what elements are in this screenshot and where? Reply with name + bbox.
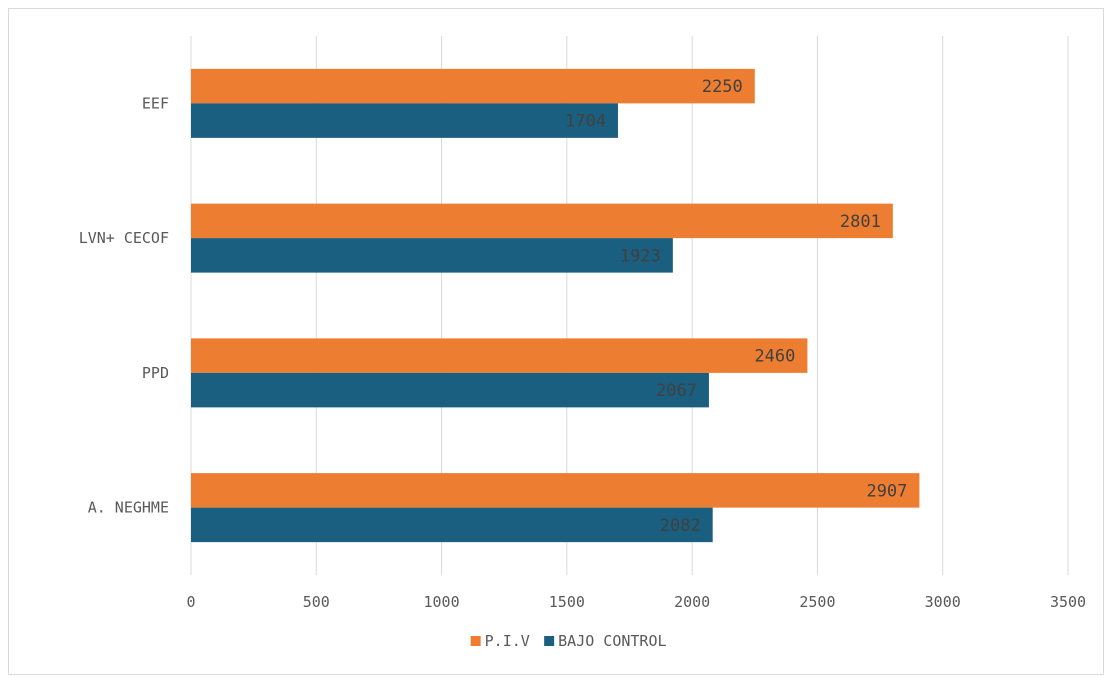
bar-chart: 2250 1704 2801 1923 2460 2067 2907 2082 EEF LVN+…: [79, 36, 1086, 650]
category-labels: EEF LVN+ CECOF PPD A. NEGHME: [79, 94, 169, 516]
data-label: 2907: [866, 481, 907, 501]
legend: P.I.V BAJO CONTROL: [470, 632, 667, 650]
x-axis-tick-labels: 0 500 1000 1500 2000 2500 3000 3500: [186, 593, 1086, 611]
data-label: 2082: [660, 516, 701, 536]
x-tick-label: 0: [186, 593, 195, 611]
x-tick-label: 500: [303, 593, 330, 611]
legend-label: P.I.V: [485, 632, 530, 650]
bar-lvn-cecof-bajo-control: [191, 238, 673, 273]
data-label: 1704: [565, 112, 606, 132]
data-label: 2250: [702, 77, 743, 97]
bar-ppd-bajo-control: [191, 372, 709, 408]
bar-ppd-p-i-v: [191, 338, 808, 373]
bar-a-neghme-bajo-control: [191, 507, 713, 543]
legend-swatch: [470, 636, 481, 646]
category-label: PPD: [142, 364, 169, 382]
bar-lvn-cecof-p-i-v: [191, 203, 893, 239]
category-label: LVN+ CECOF: [79, 229, 169, 247]
x-tick-label: 1000: [424, 593, 460, 611]
bar-a-neghme-p-i-v: [191, 473, 920, 508]
data-labels: 2250 1704 2801 1923 2460 2067 2907 2082: [565, 77, 907, 536]
data-label: 2801: [840, 212, 881, 232]
chart-frame: 2250 1704 2801 1923 2460 2067 2907 2082 EEF LVN+…: [8, 8, 1104, 675]
data-label: 2460: [754, 347, 795, 367]
x-tick-label: 3000: [925, 593, 961, 611]
x-tick-label: 3500: [1050, 593, 1086, 611]
category-label: EEF: [142, 94, 169, 112]
bar-eef-p-i-v: [191, 68, 755, 104]
data-label: 2067: [656, 381, 697, 401]
data-label: 1923: [620, 246, 661, 266]
bars: [191, 68, 920, 543]
legend-label: BAJO CONTROL: [558, 632, 666, 650]
bar-eef-bajo-control: [191, 103, 618, 138]
category-label: A. NEGHME: [88, 499, 169, 517]
x-tick-label: 2500: [799, 593, 835, 611]
x-tick-label: 2000: [674, 593, 710, 611]
legend-swatch: [544, 636, 555, 646]
x-tick-label: 1500: [549, 593, 585, 611]
